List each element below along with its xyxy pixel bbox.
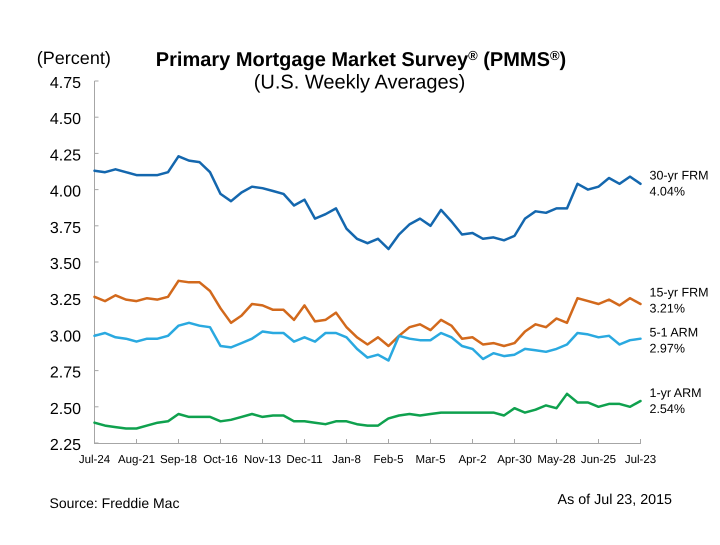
svg-text:As of Jul 23, 2015: As of Jul 23, 2015 [558,492,673,508]
svg-text:Jan-8: Jan-8 [332,454,361,466]
svg-text:Mar-5: Mar-5 [415,454,445,466]
svg-text:4.04%: 4.04% [650,185,685,199]
svg-text:2.75: 2.75 [50,365,81,382]
svg-text:5-1 ARM: 5-1 ARM [650,326,699,340]
svg-text:Sep-18: Sep-18 [160,454,197,466]
svg-text:Jun-25: Jun-25 [581,454,616,466]
svg-text:2.50: 2.50 [50,401,81,418]
svg-text:4.50: 4.50 [50,111,81,128]
svg-text:Source: Freddie Mac: Source: Freddie Mac [50,495,180,511]
svg-text:3.00: 3.00 [50,328,81,345]
svg-text:Jul-23: Jul-23 [625,454,656,466]
svg-text:May-28: May-28 [537,454,575,466]
svg-text:3.25: 3.25 [50,292,81,309]
svg-text:Nov-13: Nov-13 [244,454,281,466]
svg-text:Jul-24: Jul-24 [79,454,111,466]
svg-text:Primary Mortgage Market Survey: Primary Mortgage Market Survey® (PMMS®) [156,48,566,71]
svg-text:3.75: 3.75 [50,220,81,237]
svg-text:4.25: 4.25 [50,147,81,164]
svg-text:Apr-30: Apr-30 [497,454,532,466]
svg-text:4.00: 4.00 [50,184,81,201]
svg-text:4.75: 4.75 [50,75,81,92]
svg-text:1-yr ARM: 1-yr ARM [650,386,702,400]
svg-text:(U.S. Weekly Averages): (U.S. Weekly Averages) [254,72,466,94]
svg-text:(Percent): (Percent) [37,48,111,68]
svg-text:Feb-5: Feb-5 [373,454,403,466]
svg-text:Apr-2: Apr-2 [458,454,486,466]
svg-text:2.25: 2.25 [50,437,81,454]
svg-text:2.97%: 2.97% [650,342,685,356]
svg-text:Oct-16: Oct-16 [203,454,238,466]
svg-text:15-yr FRM: 15-yr FRM [650,286,709,300]
svg-text:3.21%: 3.21% [650,302,685,316]
svg-text:30-yr FRM: 30-yr FRM [650,169,709,183]
svg-text:Aug-21: Aug-21 [118,454,155,466]
svg-text:Dec-11: Dec-11 [286,454,322,466]
svg-text:3.50: 3.50 [50,256,81,273]
svg-text:2.54%: 2.54% [650,402,685,416]
